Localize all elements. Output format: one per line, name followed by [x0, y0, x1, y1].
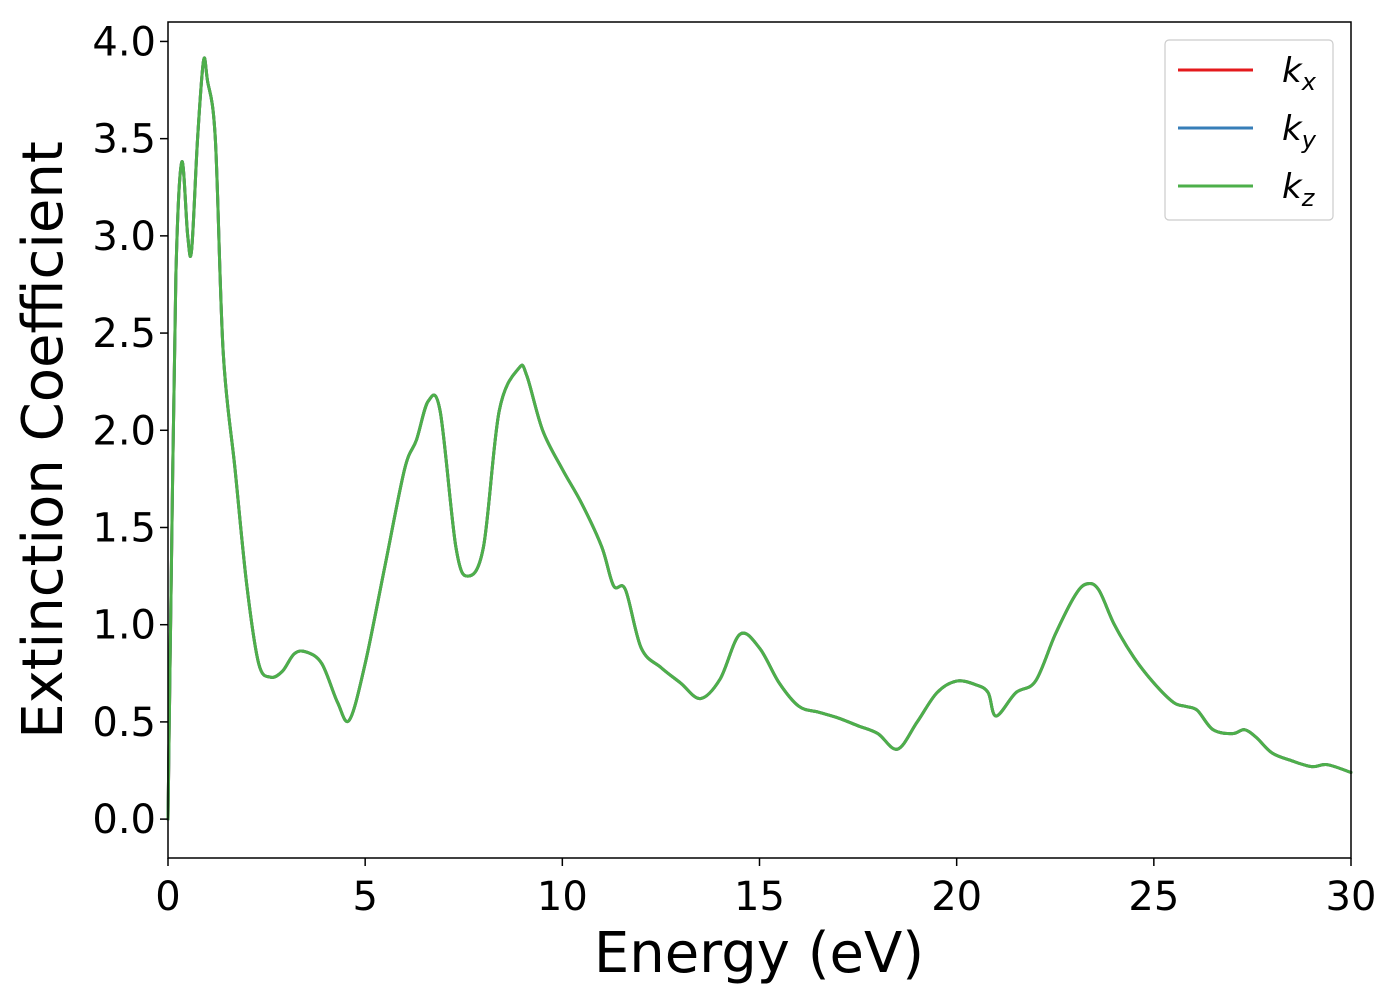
y-tick-label: 2.0	[92, 408, 156, 454]
y-axis-ticks: 0.0 0.5 1.0 1.5 2.0 2.5 3.0 3.5 4.0	[92, 19, 168, 843]
y-tick-label: 1.0	[92, 603, 156, 649]
x-tick-label: 25	[1128, 874, 1179, 920]
y-tick-label: 3.0	[92, 214, 156, 260]
x-tick-label: 15	[734, 874, 785, 920]
y-axis-label: Extinction Coefficient	[11, 141, 76, 739]
x-tick-label: 10	[537, 874, 588, 920]
y-tick-label: 4.0	[92, 19, 156, 65]
x-tick-label: 30	[1326, 874, 1377, 920]
y-tick-label: 2.5	[92, 311, 156, 357]
legend-items: kx ky kz	[1178, 51, 1317, 212]
y-tick-label: 0.5	[92, 700, 156, 746]
y-tick-label: 3.5	[92, 117, 156, 163]
x-tick-label: 20	[931, 874, 982, 920]
x-axis-label: Energy (eV)	[594, 921, 924, 986]
series-line-z	[166, 56, 1353, 821]
legend-label-x: kx	[1282, 51, 1317, 96]
legend: kx ky kz	[1164, 39, 1334, 221]
series-layer	[166, 56, 1353, 821]
legend-box	[1164, 39, 1334, 221]
legend-label-z: kz	[1282, 167, 1316, 212]
legend-label-y: ky	[1282, 109, 1317, 154]
x-tick-label: 0	[155, 874, 180, 920]
y-tick-label: 1.5	[92, 505, 156, 551]
x-tick-label: 5	[352, 874, 377, 920]
x-axis-ticks: 0 5 10 15 20 25 30	[155, 858, 1376, 920]
y-tick-label: 0.0	[92, 797, 156, 843]
